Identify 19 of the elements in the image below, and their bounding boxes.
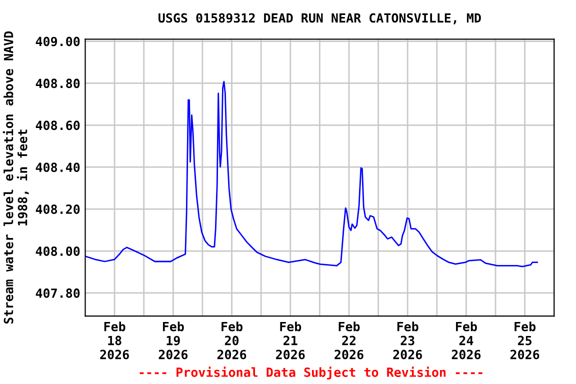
x-tick-label: Feb 22 2026 (334, 322, 364, 360)
y-tick-label: 408.80 (36, 78, 80, 88)
y-tick-label: 409.00 (36, 36, 80, 46)
chart-title: USGS 01589312 DEAD RUN NEAR CATONSVILLE, MD (158, 13, 481, 24)
x-tick-label: Feb 23 2026 (393, 322, 422, 360)
line-series (85, 80, 538, 268)
x-tick-label: Feb 19 2026 (158, 322, 188, 360)
x-tick-label: Feb 24 2026 (452, 322, 481, 360)
y-axis-title: Stream water level elevation above NAVD 1988, in feet (2, 31, 29, 324)
y-tick-label: 408.00 (36, 246, 80, 256)
text: ---- Provisional Data Subject to Revision ---- (140, 366, 482, 380)
y-tick-label: 408.60 (36, 120, 80, 130)
y-tick-label: 408.40 (36, 162, 80, 172)
y-tick-label: 407.80 (36, 288, 80, 298)
y-tick-label: 408.20 (36, 204, 80, 214)
x-tick-label: Feb 18 2026 (100, 322, 129, 360)
x-tick-label: Feb 20 2026 (217, 322, 246, 360)
x-tick-label: Feb 25 2026 (510, 322, 540, 360)
x-tick-label: Feb 21 2026 (276, 322, 305, 360)
